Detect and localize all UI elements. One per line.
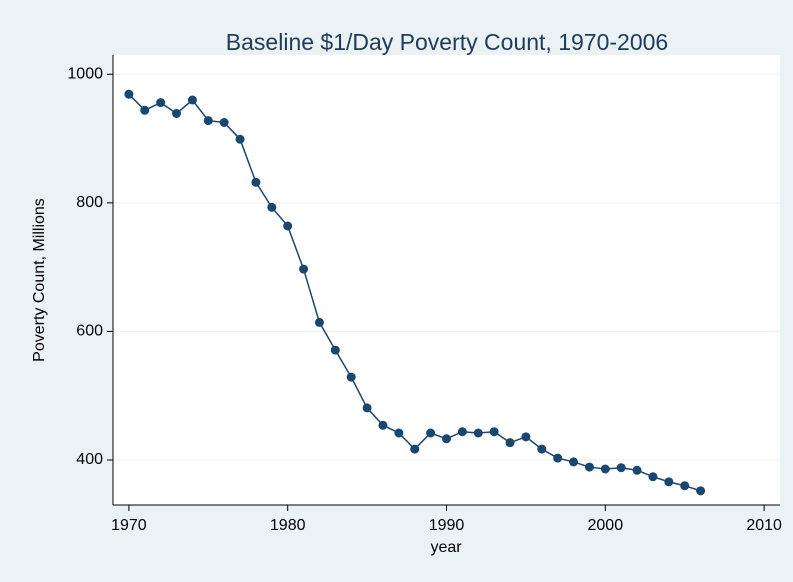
point: [537, 444, 547, 454]
point: [553, 453, 563, 463]
x-tick-label: 2010: [746, 517, 782, 534]
point: [362, 403, 372, 413]
point: [505, 438, 515, 448]
x-tick-label: 1980: [270, 517, 306, 534]
x-tick-label: 1990: [429, 517, 465, 534]
y-tick-label: 400: [76, 451, 103, 468]
chart-title: Baseline $1/Day Poverty Count, 1970-2006: [226, 29, 668, 55]
point: [632, 465, 642, 475]
x-tick-label: 2000: [588, 517, 624, 534]
point: [346, 372, 356, 382]
y-tick-label: 800: [76, 194, 103, 211]
point: [378, 420, 388, 430]
y-axis-label: Poverty Count, Millions: [31, 198, 48, 362]
point: [600, 464, 610, 474]
point: [251, 177, 261, 187]
point: [410, 444, 420, 454]
point: [283, 221, 293, 231]
point: [426, 428, 436, 438]
point: [442, 434, 451, 444]
point: [267, 202, 277, 212]
point: [473, 428, 483, 438]
point: [140, 105, 150, 115]
point: [616, 463, 626, 473]
x-axis-label: year: [430, 539, 462, 556]
point: [680, 481, 690, 491]
plot-area: [113, 55, 780, 505]
point: [203, 116, 213, 126]
point: [664, 477, 674, 487]
point: [187, 95, 197, 105]
point: [696, 486, 706, 496]
point: [489, 427, 499, 437]
point: [156, 98, 166, 108]
point: [330, 345, 340, 355]
point: [648, 472, 658, 482]
point: [314, 317, 324, 327]
point: [457, 427, 467, 437]
point: [584, 462, 594, 472]
y-tick-label: 1000: [67, 66, 103, 83]
point: [521, 432, 531, 442]
point: [124, 89, 134, 99]
point: [569, 457, 579, 467]
point: [299, 264, 309, 274]
point: [394, 428, 404, 438]
x-tick-label: 1970: [111, 517, 147, 534]
y-tick-label: 600: [76, 323, 103, 340]
point: [219, 118, 229, 127]
point: [235, 134, 245, 144]
point: [172, 109, 182, 118]
